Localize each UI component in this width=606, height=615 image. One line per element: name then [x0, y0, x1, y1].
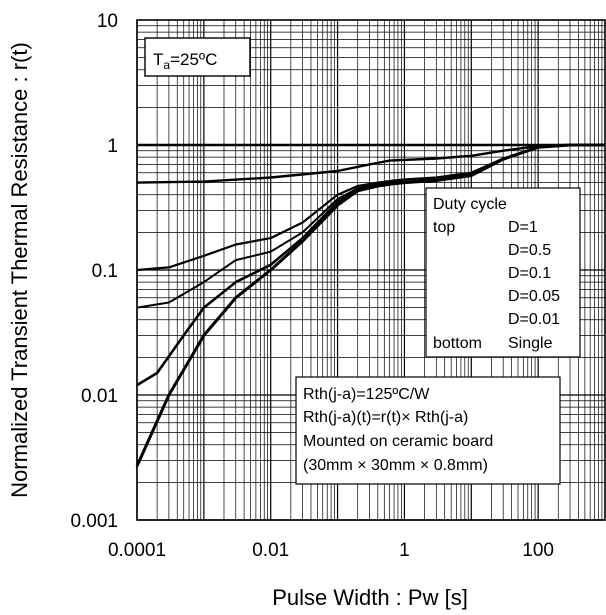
x-tick-label: 100 — [522, 540, 554, 561]
legend-entry: D=0.01 — [508, 311, 560, 328]
ambient-temperature-box: Ta=25ºC — [144, 37, 251, 77]
duty-cycle-legend: Duty cycle top D=1 D=0.5 D=0.1 D=0.05 D=… — [425, 187, 581, 358]
note-line: Mounted on ceramic board — [303, 433, 493, 450]
plot-frame — [136, 19, 606, 521]
legend-entry: Single — [508, 335, 553, 352]
x-tick-label: 0.01 — [252, 540, 289, 561]
legend-bottom-label: bottom — [433, 335, 482, 352]
y-tick-label: 0.01 — [81, 386, 118, 407]
y-tick-label: 0.1 — [92, 261, 118, 282]
y-tick-label: 0.001 — [70, 511, 118, 532]
legend-entry: D=0.05 — [508, 288, 560, 305]
note-line: Rth(j-a)(t)=r(t)× Rth(j-a) — [303, 409, 468, 426]
y-tick-label: 10 — [97, 11, 118, 32]
legend-entry: D=1 — [508, 219, 538, 236]
thermal-notes-box: Rth(j-a)=125ºC/W Rth(j-a)(t)=r(t)× Rth(j… — [295, 376, 561, 485]
series-line — [135, 143, 605, 467]
y-axis-title: Normalized Transient Thermal Resistance … — [7, 42, 32, 498]
y-tick-label: 1 — [107, 136, 118, 157]
ambient-temperature-label: Ta=25ºC — [153, 50, 217, 72]
legend-entry: D=0.5 — [508, 242, 551, 259]
x-tick-labels: 0.0001 0.01 1 100 — [108, 540, 554, 561]
x-tick-label: 1 — [399, 540, 410, 561]
note-line: Rth(j-a)=125ºC/W — [303, 386, 430, 403]
legend-entry: D=0.1 — [508, 265, 551, 282]
note-line: (30mm × 30mm × 0.8mm) — [303, 457, 488, 474]
legend-title: Duty cycle — [433, 196, 507, 213]
y-tick-labels: 0.001 0.01 0.1 1 10 — [70, 11, 118, 532]
legend-top-label: top — [433, 219, 455, 236]
series-lines — [135, 143, 605, 467]
x-axis-title: Pulse Width : Pw [s] — [272, 585, 468, 610]
x-tick-label: 0.0001 — [108, 540, 166, 561]
